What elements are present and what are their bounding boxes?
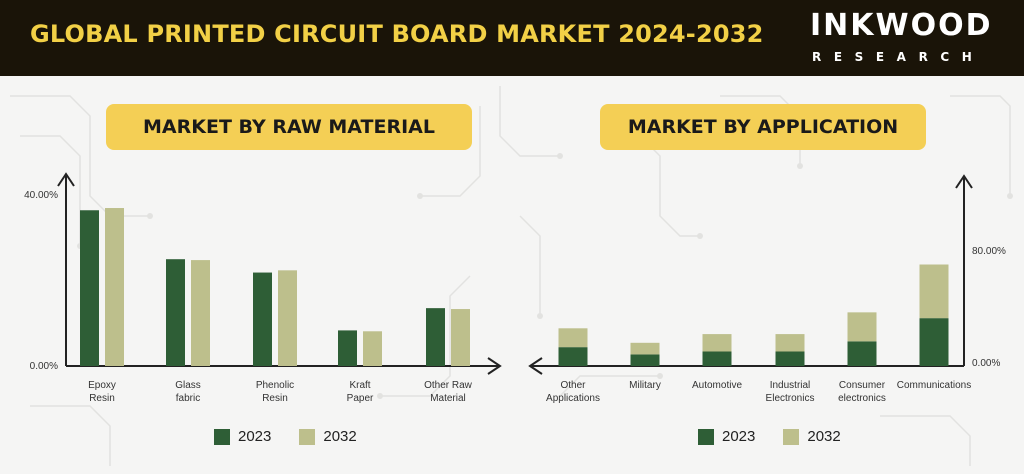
application-title: MARKET BY APPLICATION bbox=[600, 104, 926, 150]
bar-2032 bbox=[278, 270, 297, 366]
bar-2032 bbox=[191, 260, 210, 366]
category-label: Communications bbox=[897, 380, 971, 391]
x-axis-arrow bbox=[487, 357, 502, 375]
category-label: Consumer electronics bbox=[838, 380, 886, 404]
bar-2032 bbox=[919, 264, 949, 319]
brand-logo-name: INKWOOD bbox=[810, 8, 993, 43]
y-axis-arrow bbox=[57, 172, 75, 187]
bar-2023 bbox=[630, 354, 660, 366]
legend-label-2032: 2032 bbox=[323, 428, 357, 445]
raw-material-title: MARKET BY RAW MATERIAL bbox=[106, 104, 472, 150]
y-tick-label-top: 40.00% bbox=[24, 190, 58, 201]
category-label: Other Raw Material bbox=[424, 380, 473, 404]
bar-2032 bbox=[702, 334, 732, 352]
bar-2023 bbox=[919, 318, 949, 366]
legend-label-2032: 2032 bbox=[807, 428, 841, 445]
bar-2023 bbox=[166, 259, 185, 366]
bar-2023 bbox=[558, 347, 588, 366]
y-axis-arrow bbox=[955, 174, 973, 189]
y-tick-label-zero: 0.00% bbox=[972, 358, 1000, 369]
legend-label-2023: 2023 bbox=[238, 428, 272, 445]
bar-2032 bbox=[558, 328, 588, 348]
legend-label-2023: 2023 bbox=[722, 428, 756, 445]
y-tick-label-zero: 0.00% bbox=[30, 361, 58, 372]
raw-material-legend: 2023 2032 bbox=[214, 428, 377, 445]
legend-swatch-2023 bbox=[698, 428, 714, 445]
bar-2032 bbox=[847, 312, 877, 342]
category-label: Epoxy Resin bbox=[88, 380, 116, 404]
category-label: Industrial Electronics bbox=[766, 380, 815, 404]
category-label: Phenolic Resin bbox=[256, 380, 294, 404]
category-label: Automotive bbox=[692, 380, 742, 391]
legend-swatch-2032 bbox=[783, 428, 800, 445]
bar-2023 bbox=[338, 330, 357, 366]
application-legend: 2023 2032 bbox=[698, 428, 861, 445]
bar-2023 bbox=[80, 210, 99, 366]
category-label: Glass fabric bbox=[175, 380, 201, 404]
bar-2032 bbox=[363, 331, 382, 366]
y-tick-label-top: 80.00% bbox=[972, 246, 1006, 257]
bar-2023 bbox=[775, 351, 805, 366]
bar-2023 bbox=[253, 272, 272, 366]
x-axis-arrow bbox=[528, 357, 543, 375]
page-title: GLOBAL PRINTED CIRCUIT BOARD MARKET 2024… bbox=[30, 20, 764, 48]
bar-2023 bbox=[426, 308, 445, 366]
brand-logo-subtitle: RESEARCH bbox=[812, 50, 985, 64]
bar-2023 bbox=[847, 341, 877, 366]
bar-2032 bbox=[630, 342, 660, 355]
legend-swatch-2023 bbox=[214, 428, 230, 445]
category-label: Military bbox=[629, 380, 661, 391]
bar-2032 bbox=[105, 208, 124, 366]
category-label: Kraft Paper bbox=[347, 380, 374, 404]
legend-swatch-2032 bbox=[299, 428, 316, 445]
bar-2032 bbox=[451, 309, 470, 366]
bar-2032 bbox=[775, 334, 805, 352]
header-bar: GLOBAL PRINTED CIRCUIT BOARD MARKET 2024… bbox=[0, 0, 1024, 76]
category-label: Other Applications bbox=[546, 380, 600, 404]
bar-2023 bbox=[702, 351, 732, 366]
